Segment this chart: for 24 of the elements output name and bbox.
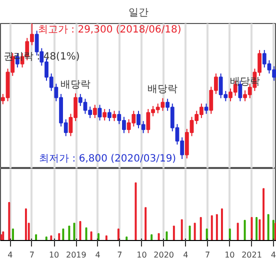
annotation: 최저가 : 6,800 (2020/03/19)	[39, 154, 176, 165]
x-tick-label: 4	[183, 250, 188, 260]
x-tick-label: 10	[224, 250, 235, 260]
x-tick-label: 2021	[242, 250, 262, 260]
x-tick-label: 10	[48, 250, 60, 260]
candlestick	[92, 104, 97, 119]
x-tick-label: 4	[270, 250, 276, 260]
candlestick	[107, 108, 112, 122]
x-tick-label: 7	[205, 250, 210, 260]
candlestick	[98, 104, 102, 121]
x-tick-label: 2019	[66, 250, 86, 260]
x-tick-label: 7	[29, 250, 35, 260]
candlestick	[102, 108, 107, 121]
x-tick-label: 4	[8, 250, 13, 260]
x-tick-label: 4	[95, 250, 100, 260]
candlestick	[204, 103, 208, 114]
x-tick-label: 7	[117, 250, 122, 260]
x-tick-label: 2020	[154, 250, 174, 260]
annotation: 배당락	[148, 84, 178, 96]
annotation: 배당락	[60, 79, 91, 90]
chart-title: 일간	[128, 8, 148, 18]
candlestick	[112, 110, 116, 122]
x-tick-label: 10	[136, 250, 147, 260]
annotation: 최고가 : 29,300 (2018/06/18)	[38, 24, 182, 36]
